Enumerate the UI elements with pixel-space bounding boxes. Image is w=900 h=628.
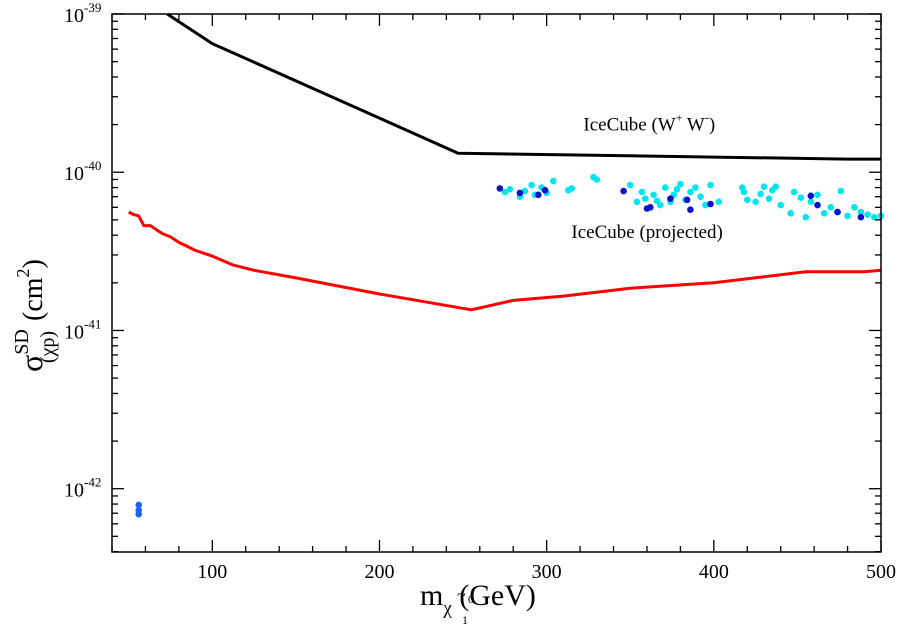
- scatter-point: [642, 195, 649, 202]
- annotation-ww-label: IceCube (W: [583, 115, 675, 136]
- y-axis-title: σSD (χp) (cm2): [11, 259, 59, 372]
- x-tick-label: 100: [197, 561, 227, 583]
- y-axis-title-unit: (cm: [18, 277, 49, 321]
- scatter-point: [638, 188, 646, 196]
- scatter-point: [857, 208, 865, 216]
- x-axis-title-sup: 0: [468, 592, 474, 606]
- scatter-point: [864, 211, 871, 218]
- scatter-point: [647, 204, 654, 211]
- scatter-point: [777, 201, 784, 209]
- x-axis-title-tilde: ~: [457, 587, 466, 604]
- y-axis-title-unit-close: ): [18, 259, 49, 268]
- scatter-point: [667, 195, 674, 202]
- scatter-point: [787, 210, 794, 217]
- scatter-point: [844, 212, 851, 220]
- scatter-point: [851, 204, 858, 211]
- scatter-point: [740, 188, 748, 196]
- y-axis-title-sub: (χp): [37, 331, 59, 363]
- scatter-point: [550, 177, 557, 185]
- scatter-point: [506, 186, 514, 193]
- scatter-point: [802, 213, 810, 221]
- scatter-point: [135, 510, 142, 518]
- series-line-icecube-projected: [128, 210, 882, 312]
- annotation-ww-sup1: +: [676, 111, 683, 125]
- x-axis-title-chi: χ: [442, 598, 452, 619]
- scatter-point: [593, 176, 601, 183]
- scatter-point: [707, 181, 714, 189]
- scatter-point: [790, 188, 798, 196]
- scatter-point: [516, 189, 524, 197]
- x-tick-label: 400: [699, 561, 729, 583]
- scatter-point: [834, 208, 841, 216]
- y-tick-label: 10-42: [64, 475, 101, 502]
- y-axis-title-unit-sup: 2: [13, 268, 33, 277]
- annotation-icecube-projected: IceCube (projected): [571, 222, 722, 243]
- x-tick-label: 500: [866, 561, 896, 583]
- scatter-point: [673, 186, 681, 193]
- scatter-point: [857, 213, 865, 221]
- y-axis-title-sigma: σ: [13, 355, 49, 372]
- scatter-point: [820, 210, 828, 217]
- scatter-point: [797, 194, 805, 201]
- scatter-point: [827, 204, 835, 211]
- scatter-point: [568, 185, 575, 192]
- scatter-point: [760, 183, 768, 190]
- x-tick-label: 200: [364, 561, 394, 583]
- y-tick-label: 10-39: [64, 0, 101, 27]
- annotation-ww-sup2: -: [705, 111, 709, 125]
- scatter-point: [677, 180, 684, 188]
- plot-frame: [111, 13, 882, 553]
- scatter-point: [521, 187, 529, 195]
- scatter-point: [814, 201, 821, 209]
- scatter-point: [715, 198, 723, 206]
- x-axis-title-main: m: [420, 579, 443, 612]
- annotation-icecube-ww: IceCube (W+ W-): [583, 111, 715, 136]
- scatter-point: [807, 198, 815, 206]
- scatter-point: [707, 200, 714, 208]
- scatter-point: [657, 201, 664, 209]
- scatter-point: [752, 198, 759, 206]
- x-tick-label: 300: [532, 561, 562, 583]
- scatter-point: [496, 185, 504, 192]
- series-line-icecube-ww: [166, 12, 881, 161]
- scatter-point: [765, 195, 773, 202]
- scatter-point: [541, 186, 549, 194]
- scatter-point: [744, 196, 751, 204]
- scatter-point: [650, 191, 657, 199]
- scatter-point: [807, 192, 815, 200]
- scatter-point: [501, 188, 509, 196]
- y-tick-label: 10-41: [64, 316, 101, 343]
- scatter-point: [871, 213, 878, 221]
- x-axis-title-unit: (GeV): [452, 579, 536, 612]
- scatter-point: [692, 184, 699, 191]
- scatter-point: [528, 181, 535, 189]
- scatter-point: [620, 187, 627, 195]
- scatter-point: [135, 501, 142, 509]
- scatter-point: [697, 193, 704, 200]
- scatter-point: [814, 191, 821, 199]
- scatter-point: [772, 183, 779, 190]
- scatter-point: [662, 184, 669, 191]
- x-axis-title-sub: 1: [462, 613, 468, 627]
- scatter-point: [626, 181, 634, 189]
- scatter-point: [687, 188, 694, 196]
- annotation-ww-close: ): [709, 115, 715, 136]
- scatter-point: [535, 191, 542, 199]
- scatter-point: [683, 196, 691, 204]
- scatter-point: [633, 198, 641, 206]
- scatter-point: [757, 190, 764, 198]
- y-tick-label: 10-40: [64, 158, 101, 185]
- scatter-point: [702, 201, 709, 209]
- y-axis-title-sup: SD: [11, 329, 33, 355]
- scatter-point: [837, 187, 845, 195]
- annotation-ww-mid: W: [683, 115, 705, 136]
- x-axis-title: mχ (GeV): [420, 579, 536, 619]
- svg-text:σSD(χp)(cm2): σSD (χp) (cm2): [11, 259, 59, 372]
- scatter-point: [687, 206, 694, 213]
